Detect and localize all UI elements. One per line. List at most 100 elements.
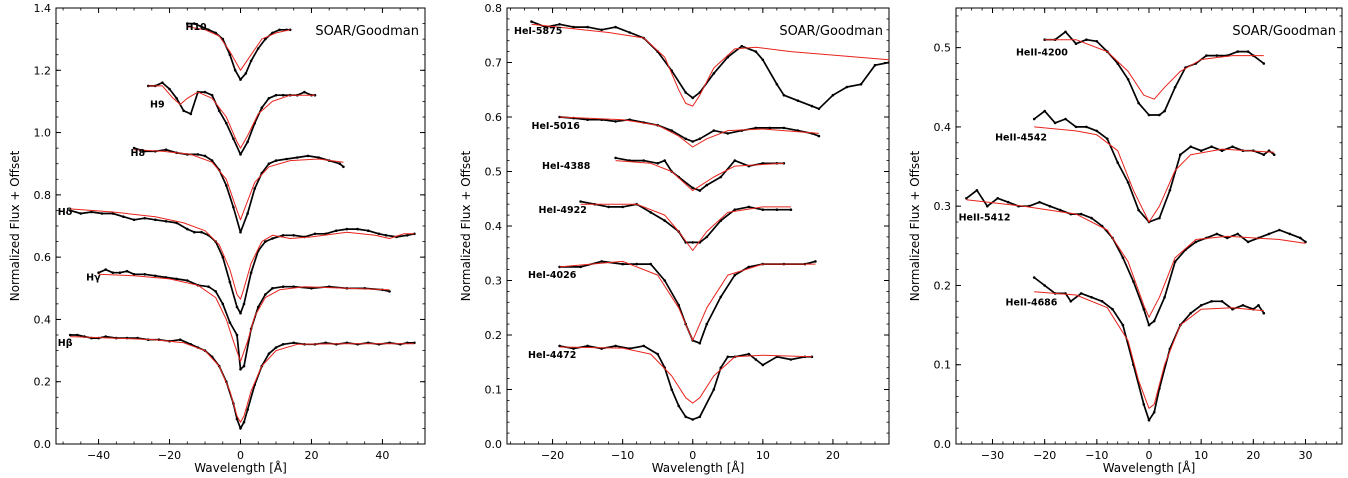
observed-point (1246, 50, 1250, 53)
observed-point (1048, 204, 1052, 208)
observed-point (186, 227, 189, 231)
observed-point (242, 420, 246, 424)
observed-point (168, 87, 171, 91)
observed-point (1053, 121, 1057, 125)
observed-point (260, 106, 264, 109)
series-HeII-5412 (965, 189, 1307, 327)
x-tick-label: 10 (756, 449, 770, 462)
observed-point (267, 352, 271, 356)
line-label: Hδ (58, 207, 73, 218)
observed-point (232, 206, 235, 209)
observed-point (1278, 228, 1281, 232)
y-tick-label: 1.2 (34, 64, 52, 77)
observed-point (90, 210, 93, 214)
observed-point (242, 364, 246, 368)
observed-point (292, 234, 296, 237)
observed-point (274, 93, 278, 97)
observed-point (239, 153, 242, 156)
observed-point (1116, 161, 1119, 164)
panel-2: −20 −10 0 10 20 0.0 0.1 0.2 0.3 0.4 0.5 0.6 0.7 0.8 Wa… (459, 2, 890, 475)
series-H10 (186, 22, 292, 81)
observed-point (189, 112, 193, 116)
observed-point (1121, 323, 1125, 327)
observed-point (1132, 280, 1135, 283)
x-tick-label: 20 (826, 449, 840, 462)
line-label: Hγ (86, 273, 101, 284)
observed-point (388, 290, 391, 293)
observed-point (873, 63, 877, 67)
observed-point (313, 232, 317, 236)
observed-point (579, 200, 582, 203)
observed-point (558, 23, 561, 26)
series-HeII-4200 (1043, 30, 1266, 117)
observed-point (104, 268, 107, 271)
observed-point (747, 205, 751, 209)
observed-point (249, 271, 253, 275)
observed-point (175, 97, 178, 100)
observed-point (118, 271, 122, 275)
observed-point (68, 333, 72, 337)
observed-point (691, 186, 694, 190)
series-HeI-4026 (558, 260, 817, 345)
observed-point (831, 93, 835, 97)
line-label: HeII-4200 (1016, 48, 1068, 59)
instrument-badge: SOAR/Goodman (315, 24, 419, 39)
y-tick-label: 0.5 (485, 166, 503, 179)
model-fit-line (559, 260, 816, 341)
observed-point (281, 234, 285, 237)
observed-point (132, 218, 136, 222)
observed-point (754, 126, 758, 130)
observed-point (256, 305, 260, 309)
observed-point (782, 126, 786, 130)
observed-point (232, 137, 235, 141)
observed-spectrum-line (580, 200, 791, 244)
observed-point (782, 93, 786, 97)
y-tick-label: 0.7 (485, 57, 503, 70)
model-fit-line (1034, 126, 1275, 223)
observed-point (996, 197, 999, 200)
observed-point (754, 50, 758, 53)
model-fit-line (580, 203, 791, 251)
observed-point (1267, 232, 1271, 236)
observed-point (267, 97, 271, 100)
observed-point (303, 90, 306, 94)
observed-point (406, 234, 409, 237)
x-tick-label: −20 (1033, 449, 1056, 462)
observed-point (271, 237, 274, 240)
observed-spectrum-line (1033, 276, 1265, 422)
line-label: H8 (131, 148, 146, 159)
observed-point (1142, 307, 1146, 311)
observed-point (1267, 149, 1271, 152)
observed-point (271, 31, 274, 35)
observed-point (614, 25, 617, 29)
observed-point (228, 53, 232, 56)
observed-point (761, 58, 765, 62)
x-axis-title: Wavelength [Å] (652, 460, 745, 475)
observed-point (342, 165, 345, 169)
y-tick-label: 0.8 (34, 189, 52, 202)
y-tick-label: 0.4 (485, 220, 503, 233)
observed-point (1288, 232, 1292, 236)
observed-point (225, 121, 228, 125)
observed-point (100, 212, 104, 215)
observed-point (1173, 86, 1177, 89)
observed-point (164, 220, 168, 223)
observed-point (1038, 200, 1041, 204)
observed-point (1231, 307, 1234, 311)
observed-point (79, 212, 83, 215)
observed-point (274, 346, 278, 349)
observed-point (306, 154, 310, 158)
observed-point (684, 91, 687, 94)
observed-point (754, 358, 758, 361)
series-H9 (147, 81, 317, 156)
line-label: H10 (186, 22, 208, 33)
observed-point (164, 148, 168, 151)
observed-point (1215, 54, 1219, 57)
x-tick-label: −20 (541, 449, 564, 462)
observed-point (239, 78, 242, 81)
observed-point (281, 343, 285, 346)
observed-point (239, 427, 242, 430)
observed-point (161, 81, 164, 84)
observed-point (656, 162, 659, 165)
observed-point (221, 302, 225, 306)
